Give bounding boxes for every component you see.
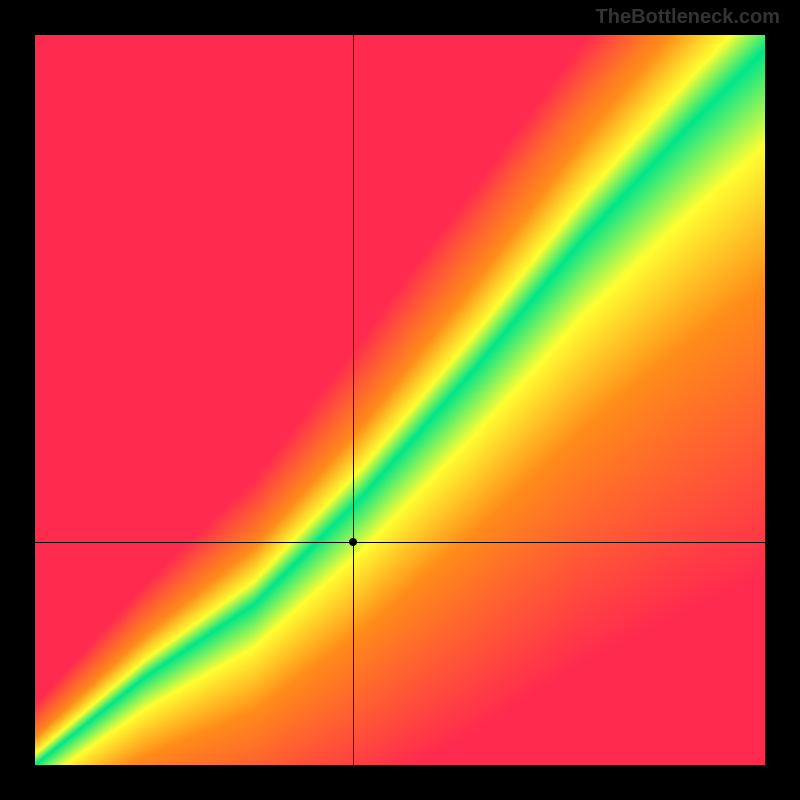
watermark-text: TheBottleneck.com [596, 6, 780, 29]
crosshair-marker-dot [349, 538, 357, 546]
crosshair-horizontal [35, 542, 765, 543]
crosshair-vertical [353, 35, 354, 765]
heatmap-canvas [35, 35, 765, 765]
bottleneck-heatmap [35, 35, 765, 765]
